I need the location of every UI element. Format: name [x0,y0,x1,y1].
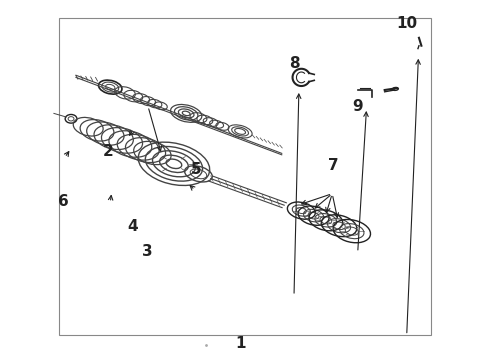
Text: 10: 10 [396,16,417,31]
Text: 6: 6 [58,194,69,209]
Text: 4: 4 [127,219,138,234]
Text: 2: 2 [102,144,113,159]
Text: 3: 3 [142,244,152,260]
Text: 1: 1 [235,336,245,351]
Text: 9: 9 [352,99,363,114]
Text: 8: 8 [289,55,299,71]
Text: 5: 5 [191,162,201,177]
Bar [59,18,431,335]
Text: 7: 7 [328,158,339,173]
